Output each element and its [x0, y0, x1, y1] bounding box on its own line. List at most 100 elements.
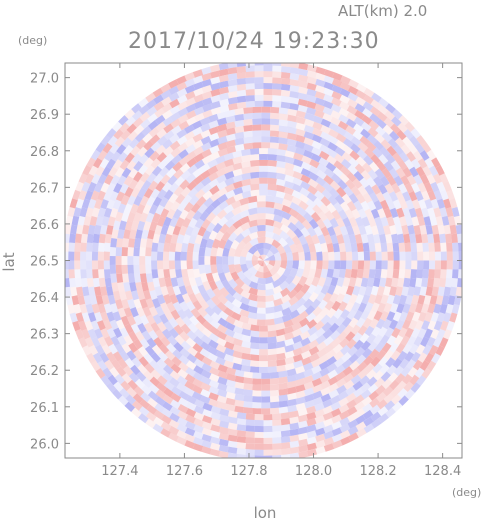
echo-cell	[439, 337, 449, 348]
echo-cell	[259, 331, 268, 338]
echo-cell	[65, 215, 74, 226]
echo-cell	[269, 112, 280, 120]
echo-cell	[364, 325, 375, 337]
echo-cell	[179, 331, 190, 342]
echo-cell	[354, 347, 366, 358]
echo-cell	[379, 277, 387, 288]
echo-cell	[263, 88, 273, 96]
echo-cell	[154, 396, 166, 407]
echo-cell	[398, 269, 406, 279]
echo-cell	[250, 342, 260, 350]
echo-cell	[304, 205, 316, 216]
echo-cell	[236, 77, 247, 85]
echo-cell	[345, 260, 353, 270]
echo-cell	[80, 260, 87, 270]
echo-cell	[433, 277, 441, 288]
echo-cell	[197, 284, 207, 295]
echo-cell	[126, 387, 137, 398]
echo-cell	[231, 305, 242, 315]
echo-cell	[429, 295, 438, 305]
echo-cell	[158, 166, 170, 178]
echo-cell	[78, 320, 87, 332]
echo-cell	[280, 418, 291, 426]
echo-cell	[128, 179, 139, 190]
echo-cell	[381, 260, 388, 270]
echo-cell	[396, 380, 407, 392]
echo-cell	[287, 386, 297, 395]
echo-cell	[133, 315, 143, 326]
echo-cell	[383, 349, 394, 361]
echo-cell	[227, 422, 238, 430]
echo-cell	[308, 268, 316, 279]
echo-cell	[341, 316, 352, 328]
echo-cell	[348, 353, 359, 364]
echo-cell	[210, 405, 221, 414]
echo-cell	[133, 124, 145, 135]
echo-cell	[298, 260, 305, 270]
echo-cell	[245, 443, 255, 450]
echo-cell	[203, 313, 214, 324]
echo-cell	[146, 314, 156, 325]
echo-cell	[275, 190, 286, 199]
echo-cell	[110, 207, 119, 218]
echo-cell	[245, 71, 255, 78]
echo-cell	[414, 190, 424, 202]
echo-cell	[342, 217, 352, 228]
echo-cell	[265, 231, 275, 239]
echo-cell	[362, 269, 370, 279]
echo-cell	[338, 107, 350, 118]
echo-cell	[248, 266, 258, 276]
echo-cell	[364, 184, 375, 196]
echo-cell	[357, 141, 369, 153]
echo-cell	[208, 339, 219, 350]
echo-cell	[261, 402, 271, 409]
echo-cell	[278, 376, 289, 384]
echo-cell	[168, 425, 180, 436]
echo-cell	[314, 109, 325, 119]
echo-cell	[350, 136, 362, 147]
echo-cell	[219, 98, 230, 107]
echo-cell	[275, 178, 286, 187]
echo-cell	[114, 167, 125, 178]
echo-cell	[362, 192, 373, 204]
echo-cell	[218, 450, 229, 458]
echo-cell	[263, 455, 273, 458]
echo-cell	[381, 167, 392, 179]
echo-cell	[304, 118, 315, 128]
echo-cell	[430, 328, 440, 340]
echo-cell	[272, 431, 282, 438]
echo-cell	[272, 95, 282, 102]
echo-cell	[218, 438, 229, 447]
echo-cell	[256, 283, 266, 291]
echo-cell	[292, 347, 304, 357]
echo-cell	[359, 375, 370, 386]
echo-cell	[200, 169, 211, 180]
echo-cell	[90, 360, 101, 372]
echo-cell	[291, 235, 302, 246]
echo-cell	[402, 136, 413, 148]
echo-cell	[157, 251, 164, 261]
echo-cell	[91, 251, 99, 261]
echo-cell	[293, 152, 304, 161]
echo-cell	[228, 232, 238, 243]
echo-cell	[263, 425, 273, 433]
echo-cell	[366, 141, 377, 152]
echo-cell	[355, 421, 367, 432]
echo-cell	[314, 415, 325, 424]
echo-cell	[350, 367, 361, 378]
echo-cell	[279, 280, 290, 291]
echo-cell	[314, 402, 325, 412]
echo-cell	[261, 124, 271, 131]
echo-cell	[178, 120, 190, 131]
echo-cell	[166, 167, 177, 179]
echo-cell	[449, 286, 457, 297]
echo-cell	[218, 310, 229, 321]
echo-cell	[268, 260, 276, 267]
echo-cell	[428, 260, 436, 270]
echo-cell	[316, 251, 323, 261]
echo-cell	[117, 307, 127, 318]
echo-cell	[322, 218, 333, 229]
echo-cell	[248, 299, 258, 308]
echo-cell	[134, 273, 142, 283]
echo-cell	[322, 405, 334, 415]
